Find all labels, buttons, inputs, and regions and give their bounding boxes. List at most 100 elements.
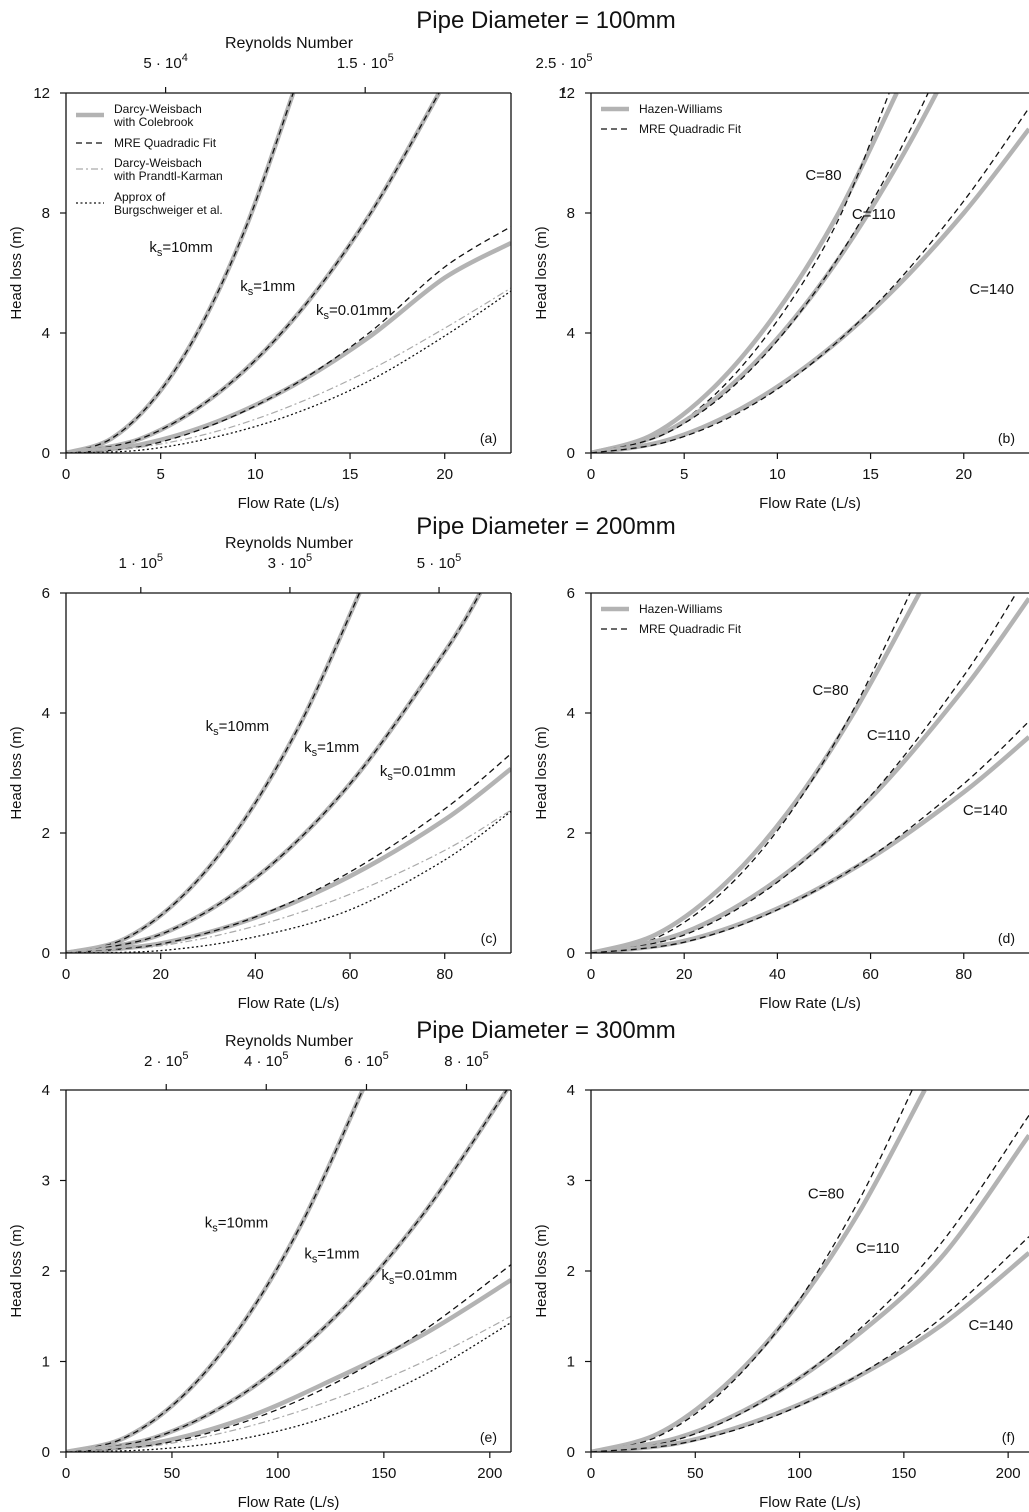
series-line-dotted	[66, 290, 511, 453]
curve-label-rest: =0.01mm	[394, 1267, 457, 1284]
series-line-dashed	[591, 1114, 1029, 1452]
x-tick-label: 20	[436, 466, 453, 483]
panel-letter: (e)	[480, 1429, 497, 1445]
legend: Hazen-Williams MRE Quadradic Fit	[601, 102, 742, 136]
reynolds-tick-mantissa: 1.5	[337, 55, 358, 72]
axes-frame	[590, 92, 1029, 454]
reynolds-tick-exponent: 5	[306, 552, 312, 564]
reynolds-tick-label: 1 · 105	[119, 552, 163, 572]
y-tick-label: 4	[567, 325, 575, 342]
x-tick-label: 50	[164, 1465, 181, 1482]
curve-label-base: k	[304, 739, 312, 756]
curve-label-rest: =10mm	[162, 239, 212, 256]
y-tick-label: 1	[42, 1354, 50, 1371]
curve-label: C=110	[867, 727, 911, 744]
x-tick-label: 100	[787, 1465, 812, 1482]
x-tick-label: 5	[680, 466, 688, 483]
series-group	[66, 1090, 511, 1452]
x-axis-label: Flow Rate (L/s)	[238, 1494, 340, 1511]
x-axis-label: Flow Rate (L/s)	[759, 495, 861, 512]
series-line-gray	[66, 593, 362, 953]
legend-entry-text: with Prandtl-Karman	[113, 169, 223, 183]
curve-label-base: k	[380, 763, 388, 780]
curve-label-rest: =1mm	[317, 739, 359, 756]
y-tick-label: 0	[567, 945, 575, 962]
series-line-dashed	[591, 107, 1029, 453]
y-tick-label: 4	[42, 325, 50, 342]
curve-label-sub: s	[157, 247, 163, 259]
curve-label: C=140	[963, 802, 1008, 819]
x-tick-label: 100	[265, 1465, 290, 1482]
series-line-dashed	[66, 225, 511, 453]
series-line-gray	[66, 767, 511, 953]
curve-label-base: k	[240, 278, 248, 295]
panel-letter: (a)	[480, 430, 497, 446]
reynolds-tick-label: 5 · 105	[417, 552, 461, 572]
series-group	[66, 93, 511, 453]
reynolds-tick-mantissa: 4	[244, 1053, 252, 1070]
x-tick-label: 5	[157, 466, 165, 483]
legend-entry-text: Darcy-Weisbach	[114, 102, 202, 116]
y-tick-label: 8	[567, 205, 575, 222]
legend-entry-text: with Colebrook	[113, 115, 194, 129]
curve-label-base: C=140	[969, 1317, 1014, 1334]
reynolds-tick-exponent: 5	[586, 52, 592, 64]
x-tick-label: 20	[955, 466, 972, 483]
curve-label-base: k	[149, 239, 157, 256]
curve-label-sub: s	[312, 747, 318, 759]
panel-a: 0 5 10 15 20 0 4 8 12 Flow Rate (L/s) Head loss (m…	[8, 35, 593, 512]
reynolds-tick-label: 3 · 105	[268, 552, 312, 572]
curve-label-base: C=80	[808, 1186, 844, 1203]
x-tick-label: 0	[62, 966, 70, 983]
y-tick-label: 12	[558, 85, 575, 102]
y-tick-label: 8	[42, 205, 50, 222]
series-line-dashdot	[66, 287, 511, 453]
series-line-dotted	[66, 810, 511, 953]
x-tick-label: 0	[62, 1465, 70, 1482]
legend-entry-text: MRE Quadradic Fit	[114, 136, 217, 150]
y-axis-label: Head loss (m)	[533, 726, 550, 819]
curve-label-base: C=80	[805, 167, 841, 184]
y-tick-label: 0	[567, 445, 575, 462]
x-tick-label: 200	[996, 1465, 1021, 1482]
reynolds-tick-times: · 10	[358, 55, 388, 72]
legend: Hazen-Williams MRE Quadradic Fit	[601, 602, 742, 636]
curve-label: C=140	[969, 281, 1014, 298]
y-tick-label: 2	[42, 1263, 50, 1280]
y-tick-label: 1	[567, 1354, 575, 1371]
reynolds-tick-times: · 10	[152, 55, 182, 72]
series-line-gray	[591, 127, 1029, 453]
x-tick-label: 20	[152, 966, 169, 983]
legend-entry-text: Burgschweiger et al.	[114, 203, 223, 217]
reynolds-tick-times: · 10	[556, 55, 586, 72]
panel-d: 0 20 40 60 80 0 2 4 6 Flow Rate (L/s) Head loss (m…	[533, 585, 1029, 1012]
curve-label: C=80	[805, 167, 841, 184]
reynolds-tick-label: 5 · 104	[143, 52, 187, 72]
y-axis-label: Head loss (m)	[533, 226, 550, 319]
curve-label: ks=1mm	[304, 739, 359, 759]
y-axis-label: Head loss (m)	[8, 226, 25, 319]
curve-label-base: k	[316, 302, 324, 319]
y-tick-label: 4	[567, 705, 575, 722]
panel-c: 0 20 40 60 80 0 2 4 6 Flow Rate (L/s) Head loss (m…	[8, 535, 512, 1012]
series-line-dashdot	[66, 1315, 511, 1452]
series-line-dashed	[66, 1090, 364, 1452]
series-line-gray	[591, 93, 899, 453]
row-title: Pipe Diameter = 100mm	[416, 7, 675, 34]
curve-label-rest: =10mm	[218, 1215, 268, 1232]
curve-label: ks=10mm	[205, 1215, 268, 1235]
reynolds-tick-exponent: 5	[388, 52, 394, 64]
y-tick-label: 6	[42, 585, 50, 602]
curve-label-rest: =0.01mm	[393, 763, 456, 780]
series-group	[591, 593, 1029, 953]
curve-label-sub: s	[248, 286, 254, 298]
y-tick-label: 4	[42, 705, 50, 722]
x-tick-label: 10	[247, 466, 264, 483]
series-line-dashdot	[66, 809, 511, 953]
reynolds-tick-mantissa: 1	[119, 555, 127, 572]
curve-label: ks=1mm	[240, 278, 295, 298]
